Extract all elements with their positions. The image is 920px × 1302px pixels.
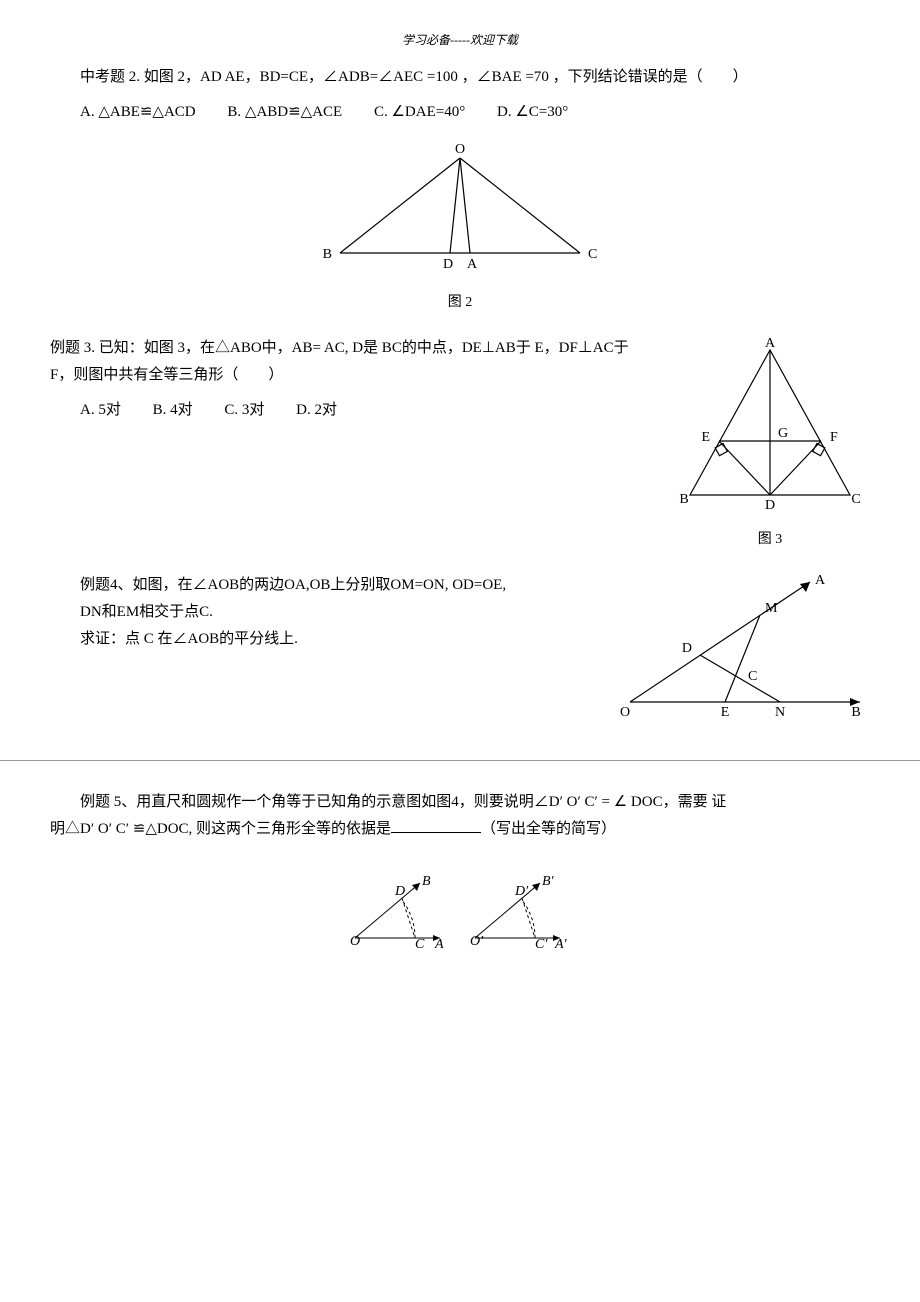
label-b: B [422, 874, 431, 889]
problem-2-text: 中考题 2. 如图 2，AD AE，BD=CE，∠ADB=∠AEC =100 ，… [50, 64, 870, 91]
label-c: C [851, 492, 860, 507]
label-a: A [467, 257, 478, 272]
blank-fill [391, 817, 481, 833]
label-e: E [701, 430, 710, 445]
option-b: B. △ABD≌△ACE [227, 104, 342, 120]
figure-2-caption: 图 2 [50, 290, 870, 315]
label-b: B [851, 705, 860, 720]
problem-5-line2: 明△D′ O′ C′ ≌△DOC, 则这两个三角形全等的依据是 （写出全等的简写） [50, 816, 870, 843]
label-op: O′ [470, 934, 484, 949]
label-o: O [620, 705, 630, 720]
problem-4: 例题4、如图，在∠AOB的两边OA,OB上分别取OM=ON, OD=OE, DN… [50, 572, 870, 732]
problem-3: 例题 3. 已知：如图 3，在△ABO中，AB= AC, D是 BC的中点，DE… [50, 335, 870, 552]
label-e: E [721, 705, 730, 720]
problem-2-options: A. △ABE≌△ACD B. △ABD≌△ACE C. ∠DAE=40° D.… [50, 99, 870, 126]
label-d: D [765, 498, 775, 513]
label-b: B [679, 492, 688, 507]
label-n: N [775, 705, 785, 720]
label-m: M [765, 601, 778, 616]
problem-5-line2-post: （写出全等的简写） [481, 821, 616, 837]
page-header: 学习必备-----欢迎下载 [50, 30, 870, 52]
problem-2: 中考题 2. 如图 2，AD AE，BD=CE，∠ADB=∠AEC =100 ，… [50, 64, 870, 315]
label-cp: C′ [535, 937, 548, 952]
option-d: D. ∠C=30° [497, 104, 568, 120]
problem-4-line2: DN和EM相交于点C. [50, 599, 590, 626]
label-a: A [765, 336, 776, 351]
label-d: D [443, 257, 453, 272]
label-c: C [748, 669, 757, 684]
figure-2: O B C D A 图 2 [50, 138, 870, 315]
figure-3-caption: 图 3 [670, 527, 870, 552]
label-c: C [415, 937, 425, 952]
problem-5-line2-pre: 明△D′ O′ C′ ≌△DOC, 则这两个三角形全等的依据是 [50, 821, 391, 837]
option-c: C. 3对 [224, 402, 264, 418]
problem-3-text: 例题 3. 已知：如图 3，在△ABO中，AB= AC, D是 BC的中点，DE… [50, 335, 650, 389]
label-c: C [588, 247, 597, 262]
divider [0, 760, 920, 761]
label-dp: D′ [514, 884, 529, 899]
label-b: B [323, 247, 332, 262]
option-a: A. 5对 [80, 402, 121, 418]
figure-5: O A B C D O′ A′ B′ C′ D′ [50, 873, 870, 963]
label-bp: B′ [542, 874, 555, 889]
problem-4-line3: 求证：点 C 在∠AOB的平分线上. [50, 626, 590, 653]
label-ap: A′ [554, 937, 568, 952]
option-d: D. 2对 [296, 402, 337, 418]
option-b: B. 4对 [153, 402, 193, 418]
label-g: G [778, 426, 788, 441]
problem-5: 例题 5、用直尺和圆规作一个角等于已知角的示意图如图4，则要说明∠D′ O′ C… [50, 789, 870, 963]
label-f: F [830, 430, 838, 445]
label-a: A [815, 573, 826, 588]
label-d: D [394, 884, 405, 899]
problem-4-line1: 例题4、如图，在∠AOB的两边OA,OB上分别取OM=ON, OD=OE, [50, 572, 590, 599]
option-a: A. △ABE≌△ACD [80, 104, 196, 120]
option-c: C. ∠DAE=40° [374, 104, 465, 120]
figure-3: A B C D E F G 图 3 [670, 335, 870, 552]
problem-5-line1: 例题 5、用直尺和圆规作一个角等于已知角的示意图如图4，则要说明∠D′ O′ C… [50, 789, 870, 816]
figure-4: O A B M N D E C [610, 572, 870, 732]
label-d: D [682, 641, 692, 656]
label-a: A [434, 937, 444, 952]
label-o: O [350, 934, 360, 949]
problem-3-options: A. 5对 B. 4对 C. 3对 D. 2对 [50, 397, 650, 424]
label-o: O [455, 142, 465, 157]
